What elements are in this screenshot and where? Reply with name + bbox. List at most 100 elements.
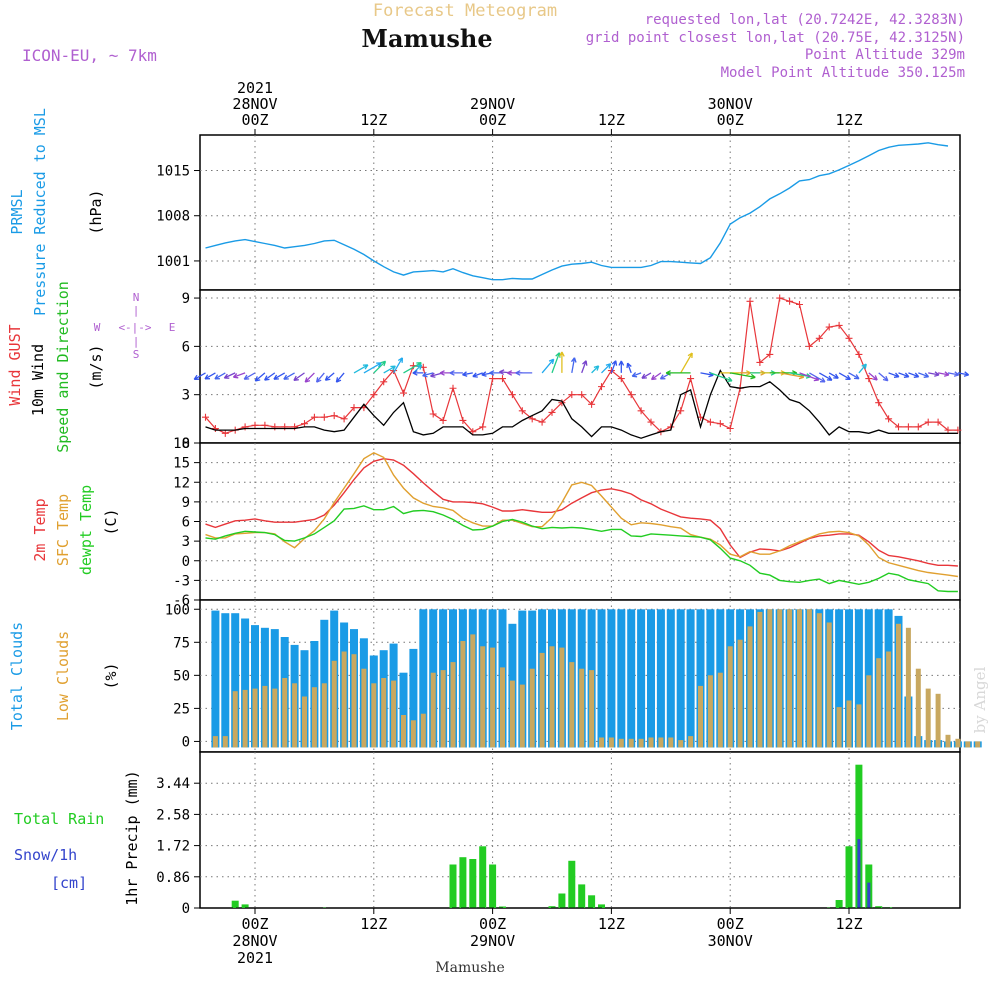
compass-bar-down: |: [133, 335, 140, 348]
low-cloud-bar: [777, 609, 783, 748]
total-cloud-bar: [518, 610, 527, 748]
wind-direction-arrow: [809, 372, 826, 383]
bottom-time-label: 12Z: [835, 915, 862, 933]
top-time-label: 2021: [237, 79, 273, 97]
wind-direction-arrow: [928, 371, 940, 377]
top-time-label: 29NOV: [470, 95, 515, 113]
top-time-label: 12Z: [835, 111, 862, 129]
panel-labels: PRMSL Pressure Reduced to MSL (hPa) Wind GU…: [6, 108, 141, 906]
gust-point: [241, 423, 249, 431]
temp-dew-label: dewpt Temp: [77, 485, 95, 575]
gust-point: [776, 294, 784, 302]
y-tick-label: 1001: [156, 254, 190, 270]
gust-point: [904, 423, 912, 431]
low-cloud-bar: [302, 696, 307, 748]
y-tick-label: 0: [182, 436, 190, 452]
low-cloud-bar: [559, 647, 565, 748]
wind-direction-arrow: [264, 372, 276, 381]
wind-speed-label: 10m Wind: [29, 344, 47, 416]
wind-arrows: [193, 351, 970, 383]
low-cloud-bar: [658, 737, 664, 748]
low-cloud-bar: [618, 738, 624, 748]
low-cloud-bar: [460, 641, 466, 748]
wind-direction-arrow: [710, 372, 733, 383]
low-cloud-bar: [955, 738, 961, 748]
y-tick-label: 15: [173, 456, 190, 472]
low-cloud-bar: [816, 613, 822, 748]
compass-w: W: [94, 321, 101, 334]
low-cloud-bar: [589, 670, 595, 748]
wind-direction-label: Speed and Direction: [54, 281, 72, 453]
low-cloud-bar: [539, 652, 545, 748]
low-cloud-bar: [905, 627, 911, 748]
wind-direction-arrow: [232, 372, 246, 379]
total-cloud-bar: [854, 609, 863, 748]
low-cloud-bar: [747, 626, 753, 748]
low-cloud-bar: [737, 639, 743, 748]
wind-direction-arrow: [373, 360, 387, 374]
gust-point: [825, 323, 833, 331]
wind-direction-arrow: [304, 372, 315, 383]
low-cloud-bar: [866, 675, 872, 748]
low-cloud-bar: [579, 668, 585, 748]
y-tick-label: 25: [173, 701, 190, 717]
gust-point: [310, 413, 318, 421]
low-clouds-label: Low Clouds: [54, 631, 72, 721]
low-cloud-bar: [420, 713, 426, 748]
wind-speed-series-line: [205, 369, 958, 439]
gust-point: [706, 418, 714, 426]
wind-direction-arrow: [581, 360, 588, 374]
gust-point: [647, 418, 655, 426]
gust-point: [726, 425, 734, 433]
panel-frame: [199, 751, 961, 909]
wind-direction-arrow: [324, 372, 335, 381]
gust-point: [588, 400, 596, 408]
gust-point: [845, 334, 853, 342]
low-cloud-bar: [262, 685, 268, 748]
gust-point: [479, 423, 487, 431]
requested-coordinates: requested lon,lat (20.7242E, 42.3283N): [645, 12, 965, 28]
title-top: Forecast Meteogram: [373, 1, 557, 21]
station-title: Mamushe: [361, 24, 492, 53]
gust-point: [815, 334, 823, 342]
wind-direction-arrow: [858, 363, 867, 374]
bottom-time-label: 12Z: [598, 915, 625, 933]
total-cloud-bar: [686, 609, 695, 748]
gust-point: [489, 375, 497, 383]
gust-point: [251, 421, 259, 429]
compass-legend: NSW E<-|->||: [94, 291, 176, 361]
gust-point: [459, 416, 467, 424]
total-cloud-bar: [597, 609, 606, 748]
gust-point: [687, 375, 695, 383]
low-cloud-bar: [965, 741, 971, 748]
gust-point: [796, 300, 803, 308]
wind-direction-arrow: [610, 360, 618, 374]
panel-precip: 3.44 2.58 1.72 0.86 0: [156, 751, 961, 917]
bottom-time-label: 00Z: [479, 915, 506, 933]
total-cloud-bar: [835, 609, 844, 748]
bottom-time-label: 00Z: [241, 915, 268, 933]
bottom-time-label: 2021: [237, 949, 273, 967]
y-tick-label: -6: [173, 593, 190, 609]
gust-point: [924, 418, 932, 426]
total-cloud-bar: [676, 609, 685, 748]
rain-bar: [835, 900, 843, 908]
y-tick-label: -3: [173, 573, 190, 589]
wind-direction-arrow: [918, 372, 930, 378]
gust-point: [786, 297, 794, 305]
gust-point: [766, 350, 774, 358]
rain-bar: [449, 864, 457, 908]
gust-point: [439, 416, 447, 424]
low-cloud-bar: [252, 688, 258, 748]
low-cloud-bar: [717, 672, 723, 748]
low-cloud-bar: [549, 646, 555, 748]
wind-direction-arrow: [515, 370, 533, 376]
gust-point: [637, 407, 645, 415]
low-cloud-bar: [351, 654, 357, 748]
model-label: ICON-EU, ~ 7km: [22, 46, 157, 65]
temp-sfc-label: SFC Temp: [54, 494, 72, 566]
wind-direction-arrow: [898, 372, 910, 378]
gust-point: [548, 408, 556, 416]
gust-point: [944, 426, 952, 434]
wind-direction-arrow: [878, 372, 889, 382]
